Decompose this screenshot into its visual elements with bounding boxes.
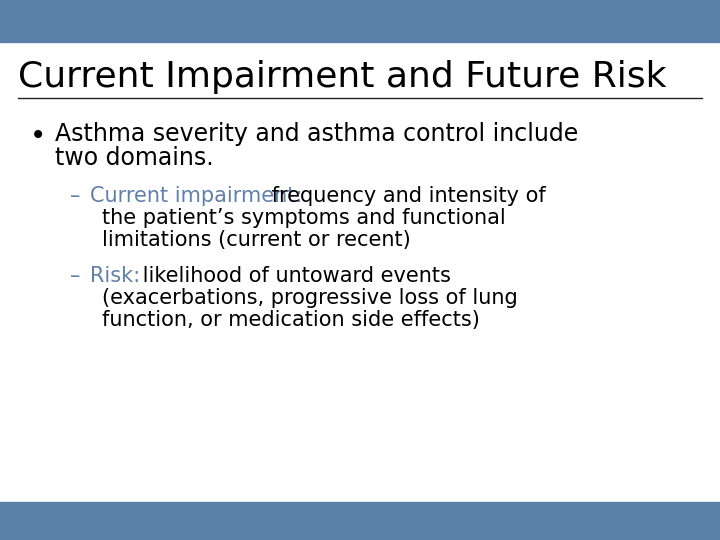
Text: –: –: [70, 266, 81, 286]
Text: Current impairment:: Current impairment:: [90, 186, 302, 206]
Text: frequency and intensity of: frequency and intensity of: [265, 186, 546, 206]
Text: –: –: [70, 186, 81, 206]
Text: likelihood of untoward events: likelihood of untoward events: [136, 266, 451, 286]
Text: (exacerbations, progressive loss of lung: (exacerbations, progressive loss of lung: [102, 288, 518, 308]
Text: Asthma severity and asthma control include: Asthma severity and asthma control inclu…: [55, 122, 578, 146]
Text: •: •: [30, 122, 46, 150]
Text: the patient’s symptoms and functional: the patient’s symptoms and functional: [102, 208, 505, 228]
Text: function, or medication side effects): function, or medication side effects): [102, 310, 480, 330]
Text: Risk:: Risk:: [90, 266, 140, 286]
Text: limitations (current or recent): limitations (current or recent): [102, 230, 410, 250]
Text: Current Impairment and Future Risk: Current Impairment and Future Risk: [18, 60, 667, 94]
Text: two domains.: two domains.: [55, 146, 214, 170]
